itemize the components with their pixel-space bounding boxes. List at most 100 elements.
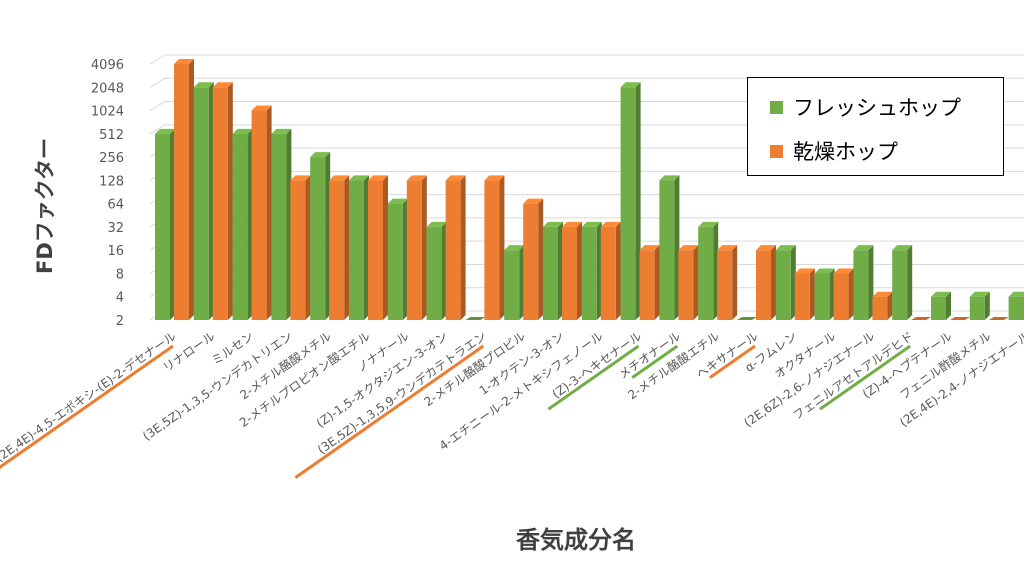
bar-side [227, 82, 233, 320]
bar-top [329, 175, 350, 181]
y-tick-label: 1024 [91, 105, 124, 120]
bar-flat [465, 317, 486, 320]
bar [445, 175, 466, 320]
bar-front [368, 180, 383, 320]
bar [950, 317, 970, 320]
bar-front [251, 110, 267, 320]
bar-top [717, 245, 738, 251]
bar [426, 221, 447, 320]
bar-side [790, 245, 796, 320]
bar-side [615, 221, 621, 320]
bar-top [387, 198, 408, 204]
bar-front [271, 133, 287, 320]
bar-top [892, 245, 913, 251]
bar [251, 105, 272, 320]
bar-side [868, 245, 874, 320]
bars [155, 59, 1024, 320]
legend-item-dried: 乾燥ホップ [770, 136, 898, 166]
bar [775, 245, 796, 320]
bar-front [853, 250, 869, 320]
bar-flat [988, 317, 1009, 320]
y-tick-labels: 2 4 8 16 32 64 128 256 512 1024 2048 4096 [91, 58, 124, 329]
bar-side [887, 291, 893, 320]
x-axis-title: 香気成分名 [516, 526, 636, 554]
bar-side [402, 198, 408, 320]
bar [600, 221, 621, 320]
bar-side [829, 268, 835, 320]
bar-flat [737, 317, 757, 320]
bar [814, 268, 835, 320]
bar-front [698, 226, 714, 320]
bar-top [426, 221, 447, 227]
bar-top [504, 245, 525, 251]
bar-top [794, 268, 815, 274]
bar-top [698, 221, 719, 227]
bar [639, 245, 660, 320]
bar [659, 175, 680, 320]
bar [484, 175, 505, 320]
bar-top [969, 291, 990, 297]
label-underline [0, 344, 174, 469]
bar [678, 245, 699, 320]
bar-top [620, 82, 641, 88]
bar-top [310, 152, 331, 158]
bar-top [833, 268, 854, 274]
bar-top [212, 82, 233, 88]
bar [988, 317, 1009, 320]
bar-side [809, 268, 815, 320]
bar [310, 152, 331, 320]
bar-side [441, 221, 447, 320]
bar-front [1008, 296, 1024, 320]
bar-side [170, 128, 175, 320]
bar [717, 245, 738, 320]
y-tick-label: 2 [116, 314, 124, 329]
bar-front [756, 250, 771, 320]
y-tick-label: 8 [116, 267, 124, 282]
bar-side [325, 152, 331, 320]
bar-side [771, 245, 776, 320]
bar-top [872, 291, 893, 297]
bar [174, 59, 194, 320]
bar-flat [950, 317, 970, 320]
bar-front [426, 226, 442, 320]
bar-top [775, 245, 796, 251]
bar-side [460, 175, 466, 320]
legend-swatch-fresh [770, 100, 783, 114]
legend-label-dried: 乾燥ホップ [793, 140, 898, 164]
label-underline [294, 344, 485, 479]
bar [872, 291, 893, 320]
label-underline [819, 344, 912, 411]
y-tick-label: 16 [107, 244, 124, 259]
bar [853, 245, 874, 320]
bar-side [189, 59, 194, 320]
bar-top [406, 175, 427, 181]
bar-front [484, 180, 500, 320]
bar-front [193, 87, 209, 320]
y-tick-label: 128 [99, 174, 124, 189]
bar-top [290, 175, 311, 181]
bar-front [310, 157, 326, 320]
bar-front [174, 64, 189, 320]
bar-top [174, 59, 194, 64]
bar-front [406, 180, 422, 320]
y-tick-label: 256 [99, 151, 124, 166]
y-tick-label: 512 [99, 128, 124, 143]
bar [504, 245, 525, 320]
bar-top [678, 245, 699, 251]
y-tick-label: 4096 [91, 58, 124, 73]
bar-front [678, 250, 694, 320]
legend-swatch-dried [770, 144, 783, 158]
bar [756, 245, 776, 320]
bar [911, 317, 932, 320]
bar [232, 128, 253, 320]
bar-side [383, 175, 388, 320]
bar-front [581, 226, 597, 320]
bar-top [1008, 291, 1024, 297]
bar-top [581, 221, 602, 227]
bar-side [499, 175, 505, 320]
bar [931, 291, 951, 320]
bar-front [329, 180, 345, 320]
bar-top [639, 245, 660, 251]
bar-front [794, 273, 810, 320]
bar-front [387, 203, 403, 320]
